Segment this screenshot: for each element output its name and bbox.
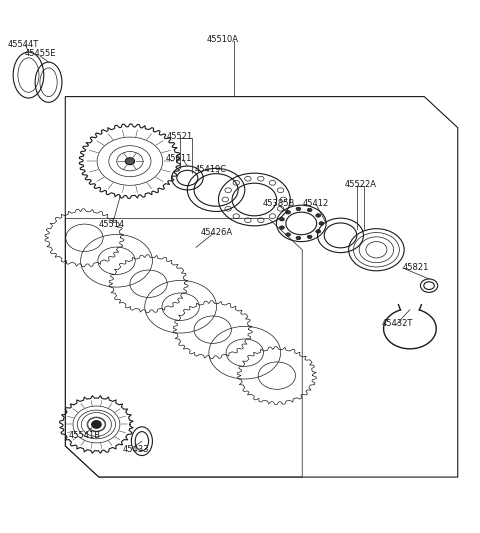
- Ellipse shape: [93, 422, 100, 427]
- Ellipse shape: [296, 236, 301, 240]
- Ellipse shape: [125, 158, 134, 165]
- Text: 45510A: 45510A: [206, 35, 239, 44]
- Ellipse shape: [286, 233, 290, 236]
- Text: 45522A: 45522A: [344, 180, 376, 189]
- Ellipse shape: [307, 235, 312, 238]
- Ellipse shape: [279, 226, 284, 229]
- Text: 45541B: 45541B: [69, 431, 101, 440]
- Ellipse shape: [307, 208, 312, 212]
- Text: 45412: 45412: [302, 199, 328, 208]
- Text: 45432T: 45432T: [381, 319, 413, 328]
- Ellipse shape: [319, 222, 324, 225]
- Ellipse shape: [286, 211, 290, 214]
- Ellipse shape: [316, 230, 321, 233]
- Text: 45433: 45433: [123, 445, 149, 454]
- Text: 45385B: 45385B: [263, 199, 295, 208]
- Text: 45611: 45611: [166, 155, 192, 163]
- Ellipse shape: [296, 207, 301, 211]
- Ellipse shape: [92, 421, 101, 429]
- Text: 45419C: 45419C: [194, 165, 227, 174]
- Text: 45821: 45821: [403, 263, 429, 272]
- Text: 45426A: 45426A: [201, 228, 233, 237]
- Text: 45544T: 45544T: [8, 41, 39, 50]
- Text: 45514: 45514: [99, 220, 125, 229]
- Text: 45455E: 45455E: [24, 49, 56, 58]
- Ellipse shape: [279, 217, 284, 221]
- Ellipse shape: [316, 214, 321, 217]
- Text: 45521: 45521: [167, 132, 193, 141]
